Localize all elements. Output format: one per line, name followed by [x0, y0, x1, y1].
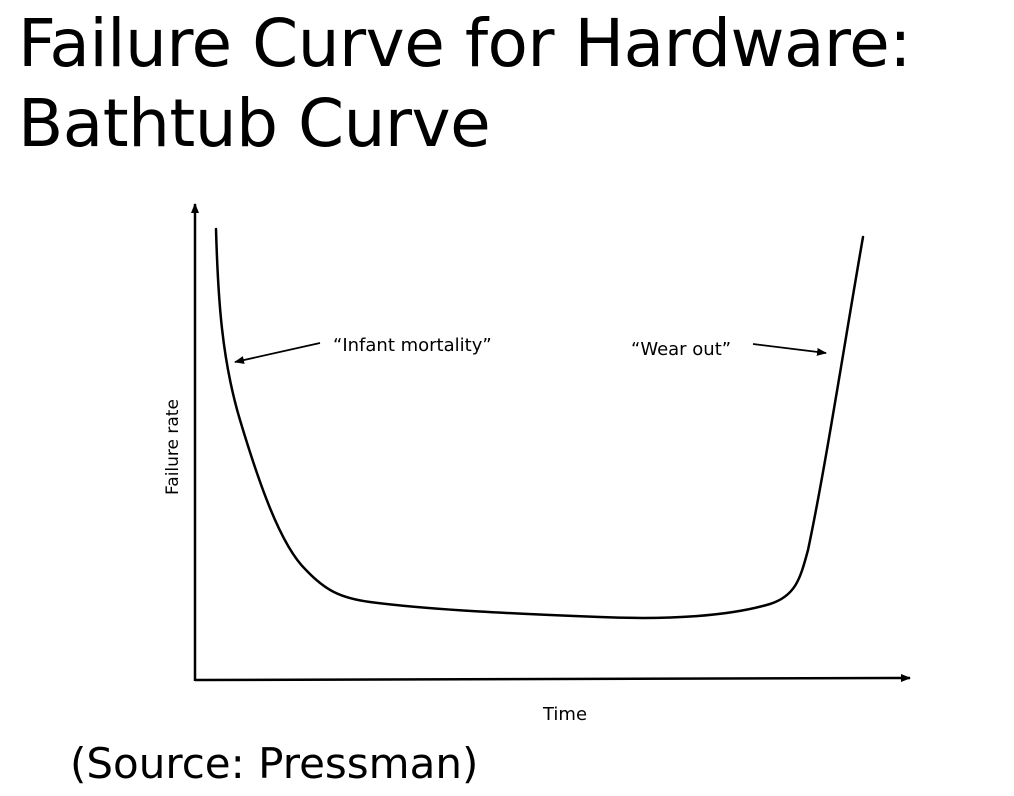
x-axis-label: Time — [542, 704, 587, 725]
y-axis-label: Failure rate — [163, 399, 183, 495]
infant-mortality-label: “Infant mortality” — [333, 335, 492, 356]
wear-out-arrow — [752, 343, 827, 356]
x-axis — [194, 674, 911, 683]
failure-rate-curve — [214, 227, 865, 620]
slide-title-line-1: Failure Curve for Hardware: — [18, 5, 911, 82]
slide-title: Failure Curve for Hardware: Bathtub Curv… — [18, 4, 911, 164]
wear-out-label: “Wear out” — [631, 339, 731, 360]
source-citation: (Source: Pressman) — [70, 739, 479, 788]
infant-mortality-arrow — [234, 342, 321, 364]
slide-title-line-2: Bathtub Curve — [18, 85, 491, 162]
